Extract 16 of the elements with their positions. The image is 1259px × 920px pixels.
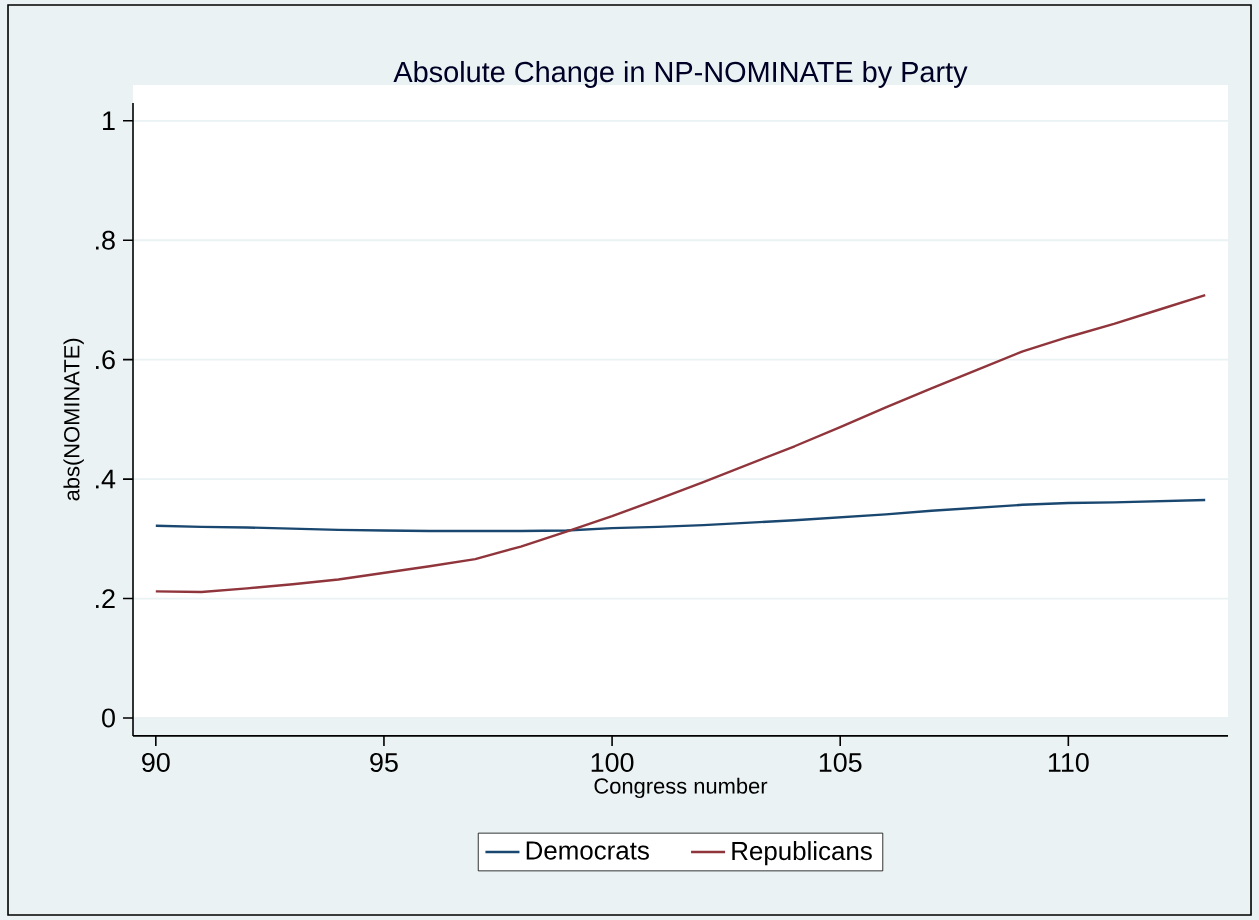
- x-tick-label: 90: [142, 752, 170, 772]
- x-tick-label: 105: [819, 752, 862, 772]
- x-tick-label: 95: [370, 752, 398, 772]
- y-tick-label: .8: [96, 230, 115, 250]
- x-tick-label: 110: [1048, 752, 1089, 772]
- x-axis-title: Congress number: [594, 777, 768, 799]
- legend-label: Democrats: [526, 841, 649, 860]
- y-tick-label: .2: [96, 589, 115, 608]
- y-tick-label: 0: [102, 708, 115, 728]
- y-tick-label: .6: [96, 350, 115, 370]
- chart-title: Absolute Change in NP-NOMINATE by Party: [393, 60, 968, 88]
- y-axis-title: abs(NOMINATE): [63, 338, 84, 501]
- y-tick-label: 1: [103, 111, 115, 131]
- y-tick-label: .4: [96, 469, 116, 489]
- x-tick-label: 100: [591, 752, 634, 772]
- legend-label: Republicans: [732, 841, 872, 866]
